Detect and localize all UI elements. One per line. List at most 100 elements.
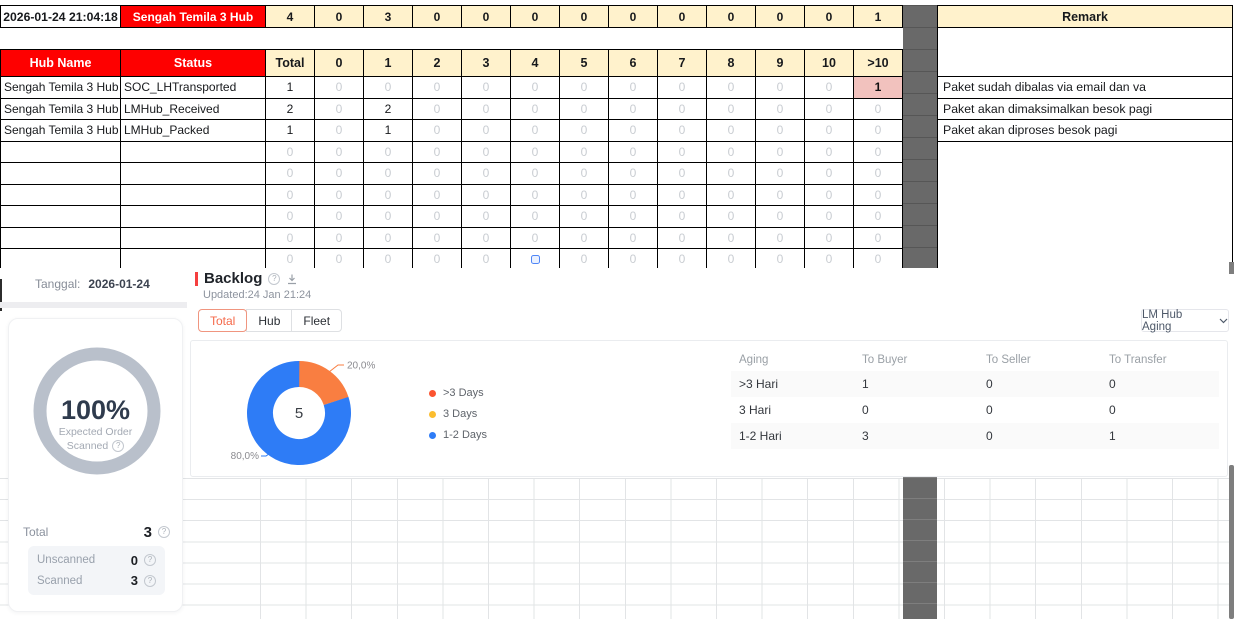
hub-name-summary-cell[interactable]: Sengah Temila 3 Hub	[121, 6, 266, 28]
summary-value-cell[interactable]: 4	[266, 6, 315, 28]
summary-value-cell[interactable]: 0	[658, 6, 707, 28]
value-cell[interactable]: 0	[413, 77, 462, 99]
column-header[interactable]: 2	[413, 50, 462, 77]
value-cell[interactable]: 0	[854, 227, 903, 249]
hub-name-cell[interactable]: Sengah Temila 3 Hub	[1, 77, 121, 99]
remark-header[interactable]: Remark	[937, 5, 1233, 28]
value-cell[interactable]: 0	[560, 141, 609, 163]
help-icon[interactable]: ?	[144, 574, 156, 587]
value-cell[interactable]: 0	[315, 141, 364, 163]
summary-value-cell[interactable]: 0	[511, 6, 560, 28]
value-cell[interactable]: 0	[854, 206, 903, 228]
value-cell[interactable]: 0	[413, 227, 462, 249]
value-cell[interactable]: 0	[413, 184, 462, 206]
value-cell[interactable]: 0	[609, 163, 658, 185]
remark-cell[interactable]: Paket akan dimaksimalkan besok pagi	[938, 99, 1232, 120]
column-header[interactable]: 7	[658, 50, 707, 77]
value-cell[interactable]: 0	[364, 206, 413, 228]
value-cell[interactable]: 0	[805, 206, 854, 228]
value-cell[interactable]: 0	[315, 77, 364, 99]
hub-name-cell[interactable]	[1, 206, 121, 228]
hub-name-cell[interactable]: Sengah Temila 3 Hub	[1, 98, 121, 120]
summary-value-cell[interactable]: 0	[315, 6, 364, 28]
value-cell[interactable]: 0	[805, 77, 854, 99]
vertical-scrollbar[interactable]	[1229, 465, 1234, 619]
value-cell[interactable]: 0	[462, 77, 511, 99]
summary-value-cell[interactable]: 0	[609, 6, 658, 28]
value-cell[interactable]: 0	[462, 120, 511, 142]
value-cell[interactable]: 0	[511, 120, 560, 142]
help-icon[interactable]: ?	[158, 526, 170, 538]
value-cell[interactable]: 0	[854, 120, 903, 142]
value-cell[interactable]: 0	[805, 141, 854, 163]
column-header[interactable]: Status	[121, 50, 266, 77]
summary-value-cell[interactable]: 0	[805, 6, 854, 28]
value-cell[interactable]: 0	[560, 184, 609, 206]
column-header[interactable]: 5	[560, 50, 609, 77]
value-cell[interactable]: 0	[266, 163, 315, 185]
value-cell[interactable]: 0	[707, 141, 756, 163]
value-cell[interactable]: 0	[707, 184, 756, 206]
scrollbar-fragment[interactable]	[1229, 262, 1234, 274]
summary-value-cell[interactable]: 0	[560, 6, 609, 28]
value-cell[interactable]: 0	[854, 98, 903, 120]
value-cell[interactable]: 0	[413, 98, 462, 120]
hub-name-cell[interactable]	[1, 163, 121, 185]
column-header[interactable]: 3	[462, 50, 511, 77]
value-cell[interactable]: 0	[413, 206, 462, 228]
hidden-gray-column-bottom[interactable]	[903, 477, 937, 619]
value-cell[interactable]: 0	[315, 206, 364, 228]
status-cell[interactable]	[121, 141, 266, 163]
status-cell[interactable]: SOC_LHTransported	[121, 77, 266, 99]
value-cell[interactable]: 0	[560, 163, 609, 185]
column-header[interactable]: 9	[756, 50, 805, 77]
status-cell[interactable]: LMHub_Packed	[121, 120, 266, 142]
summary-value-cell[interactable]: 0	[707, 6, 756, 28]
column-header[interactable]: >10	[854, 50, 903, 77]
value-cell[interactable]: 0	[315, 163, 364, 185]
summary-value-cell[interactable]: 0	[756, 6, 805, 28]
value-cell[interactable]: 0	[364, 77, 413, 99]
value-cell[interactable]: 0	[462, 206, 511, 228]
value-cell[interactable]: 0	[756, 77, 805, 99]
help-icon[interactable]: ?	[144, 554, 156, 567]
timestamp-cell[interactable]: 2026-01-24 21:04:18	[1, 6, 121, 28]
column-header[interactable]: 0	[315, 50, 364, 77]
value-cell[interactable]: 0	[658, 120, 707, 142]
value-cell[interactable]: 0	[756, 184, 805, 206]
tab-fleet[interactable]: Fleet	[291, 309, 343, 332]
column-header[interactable]: Hub Name	[1, 50, 121, 77]
status-cell[interactable]	[121, 227, 266, 249]
value-cell[interactable]: 0	[609, 77, 658, 99]
value-cell[interactable]: 0	[511, 184, 560, 206]
value-cell[interactable]: 0	[756, 141, 805, 163]
value-cell[interactable]: 0	[560, 206, 609, 228]
remark-empty-cell[interactable]	[938, 28, 1232, 77]
value-cell[interactable]: 0	[560, 98, 609, 120]
hub-aging-dropdown[interactable]: LM Hub Aging	[1141, 309, 1229, 333]
value-cell[interactable]: 0	[805, 98, 854, 120]
value-cell[interactable]: 1	[854, 77, 903, 99]
value-cell[interactable]: 0	[315, 120, 364, 142]
value-cell[interactable]: 0	[462, 184, 511, 206]
hub-name-cell[interactable]	[1, 141, 121, 163]
value-cell[interactable]: 0	[511, 206, 560, 228]
status-cell[interactable]	[121, 184, 266, 206]
value-cell[interactable]: 0	[756, 120, 805, 142]
summary-value-cell[interactable]: 0	[413, 6, 462, 28]
value-cell[interactable]: 0	[707, 163, 756, 185]
value-cell[interactable]: 0	[658, 163, 707, 185]
hub-name-cell[interactable]: Sengah Temila 3 Hub	[1, 120, 121, 142]
value-cell[interactable]: 0	[805, 163, 854, 185]
summary-value-cell[interactable]: 1	[854, 6, 903, 28]
value-cell[interactable]: 0	[315, 98, 364, 120]
value-cell[interactable]: 0	[462, 98, 511, 120]
value-cell[interactable]: 0	[560, 77, 609, 99]
value-cell[interactable]: 0	[658, 77, 707, 99]
donut-slice[interactable]	[247, 361, 351, 465]
remark-cell[interactable]: Paket sudah dibalas via email dan va	[938, 77, 1232, 99]
legend-item[interactable]: 1-2 Days	[429, 429, 487, 441]
value-cell[interactable]: 0	[609, 141, 658, 163]
column-header[interactable]: 8	[707, 50, 756, 77]
value-cell[interactable]: 1	[364, 120, 413, 142]
